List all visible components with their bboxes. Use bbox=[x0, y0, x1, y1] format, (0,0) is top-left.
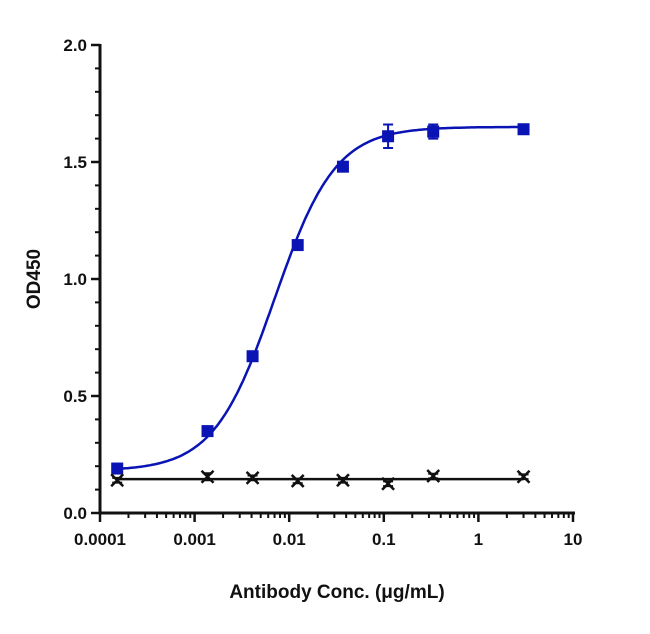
data-point bbox=[426, 469, 441, 483]
y-tick-label: 0.0 bbox=[63, 504, 87, 523]
x-tick-label: 0.0001 bbox=[74, 530, 126, 549]
data-point bbox=[336, 473, 350, 488]
data-point bbox=[382, 130, 395, 143]
x-tick-label: 1 bbox=[474, 530, 483, 549]
data-point bbox=[111, 462, 124, 475]
y-tick-label: 1.5 bbox=[63, 153, 87, 172]
data-point bbox=[201, 425, 214, 438]
marks bbox=[110, 123, 531, 491]
data-point bbox=[200, 469, 215, 484]
series-1 bbox=[110, 469, 531, 491]
y-tick-label: 1.0 bbox=[63, 270, 87, 289]
y-axis-label: OD450 bbox=[24, 249, 45, 309]
data-point bbox=[245, 471, 260, 485]
fit-line bbox=[117, 125, 524, 471]
x-tick-label: 0.001 bbox=[173, 530, 216, 549]
data-point bbox=[336, 160, 349, 173]
x-tick-label: 0.1 bbox=[372, 530, 396, 549]
data-point bbox=[291, 239, 304, 252]
data-point bbox=[110, 473, 125, 488]
series-0 bbox=[111, 123, 530, 475]
data-point bbox=[427, 125, 440, 138]
x-axis-label: Antibody Conc. (μg/mL) bbox=[229, 582, 444, 603]
axes: 0.0 0.5 1.0 1.5 2.0 0.0001 0.001 0.01 0.1 1 10 bbox=[63, 36, 582, 549]
x-tick-label: 0.01 bbox=[273, 530, 306, 549]
data-point bbox=[381, 476, 395, 491]
data-point bbox=[290, 474, 305, 488]
x-tick-label: 10 bbox=[564, 530, 583, 549]
data-point bbox=[516, 469, 531, 484]
y-tick-label: 0.5 bbox=[63, 387, 87, 406]
data-point bbox=[517, 123, 530, 136]
y-tick-label: 2.0 bbox=[63, 36, 87, 55]
data-point bbox=[246, 350, 259, 363]
